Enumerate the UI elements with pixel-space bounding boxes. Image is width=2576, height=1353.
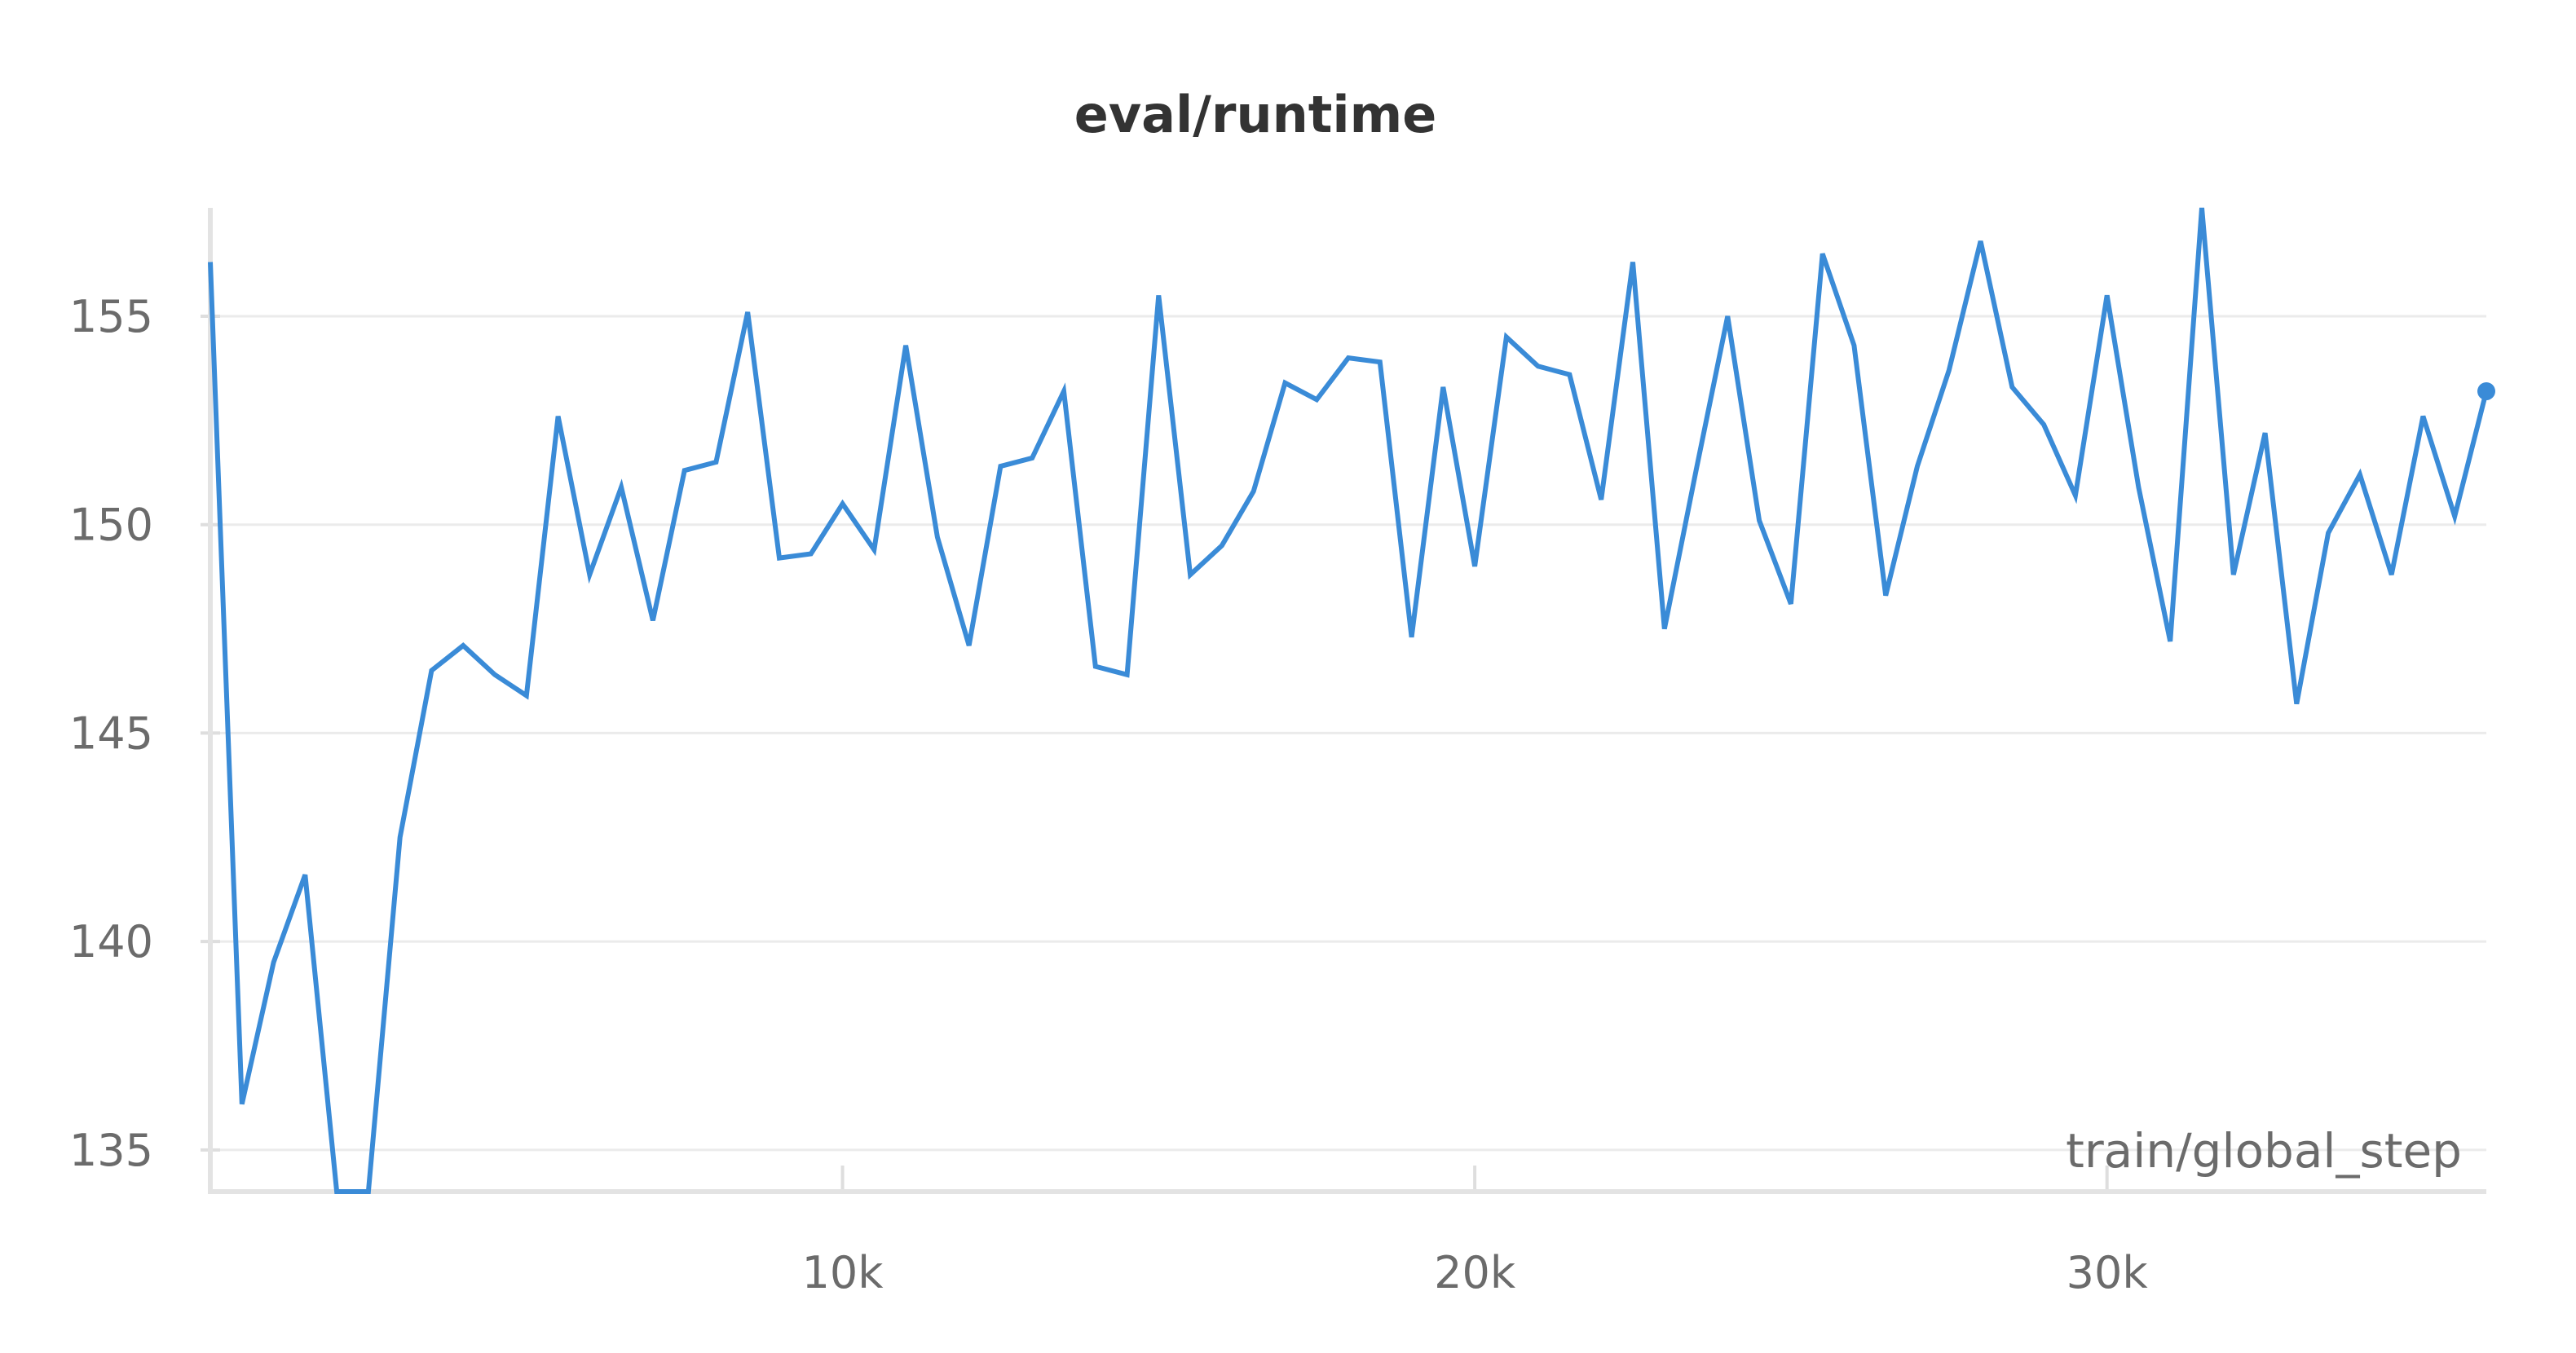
series-last-point: [2477, 382, 2495, 401]
y-tick-label: 155: [69, 291, 153, 342]
series-line: [208, 207, 2489, 1194]
y-tick-label: 145: [69, 707, 153, 759]
x-axis-ticks: 10k 20k 30k: [802, 1166, 2149, 1298]
x-axis-label: train/global_step: [2066, 1123, 2462, 1179]
chart-title: eval/runtime: [1074, 85, 1437, 144]
x-tick-label: 20k: [1434, 1247, 1516, 1298]
y-axis-ticks: 135 140 145 150 155: [69, 291, 220, 1176]
gridlines: [210, 315, 2486, 1152]
y-tick-label: 150: [69, 500, 153, 551]
y-tick-label: 135: [69, 1125, 153, 1176]
y-tick-label: 140: [69, 916, 153, 967]
x-tick-label: 30k: [2067, 1247, 2149, 1298]
x-tick-label: 10k: [802, 1247, 884, 1298]
